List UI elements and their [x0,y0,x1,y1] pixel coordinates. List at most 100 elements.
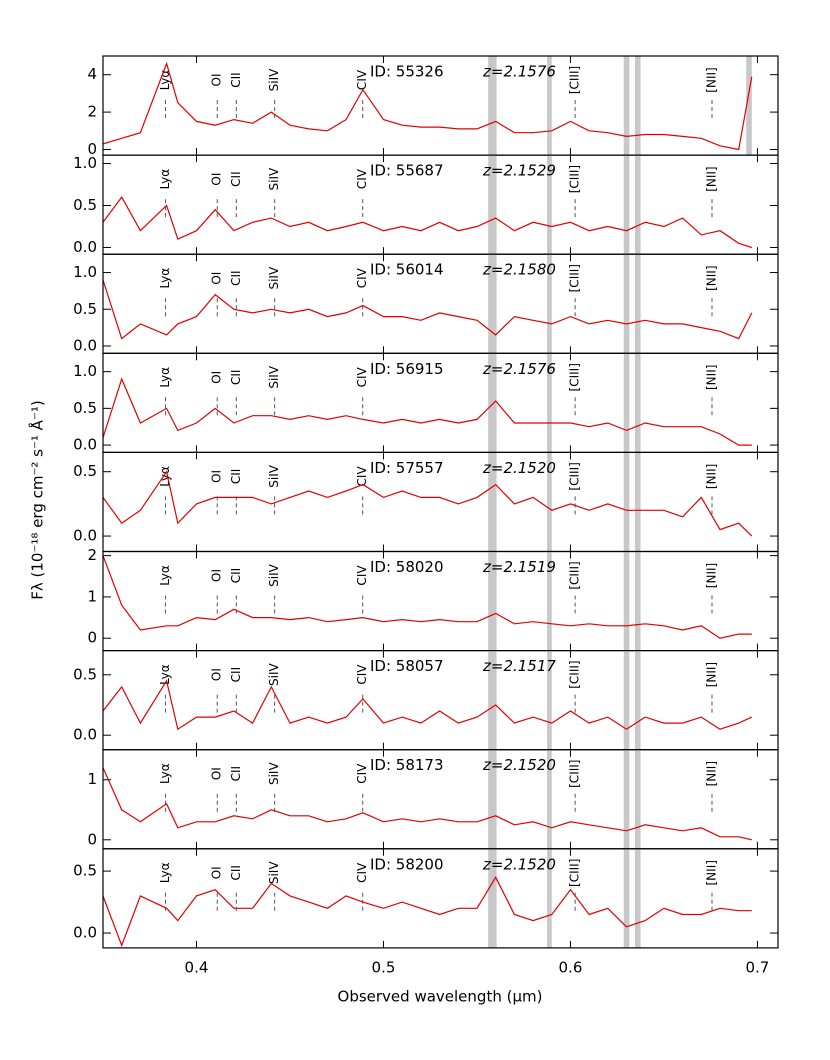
line-label: [NII] [704,662,718,687]
line-label: [CIII] [568,165,582,193]
line-label: CIV [355,565,369,586]
line-label: [NII] [704,365,718,390]
line-label: OI [210,569,224,582]
line-label: Lyα [158,466,172,487]
line-label: CII [229,865,243,880]
spectrum-id: ID: 56014 [370,261,444,279]
line-label: CIV [355,267,369,288]
line-label: CII [229,171,243,186]
spectrum-redshift: z=2.1576 [482,360,556,378]
masked-region [547,452,552,552]
line-label: CIV [355,862,369,883]
line-label: OI [210,470,224,483]
line-label: CII [229,766,243,781]
x-tick-label: 0.7 [746,958,770,976]
masked-region [488,551,497,651]
masked-region [488,749,497,849]
x-axis-label: Observed wavelength (μm) [338,988,543,1006]
spectrum-line [103,555,752,639]
y-tick-label: 2 [87,103,97,121]
line-label: Lyα [158,268,172,289]
y-tick-label: 1.0 [73,154,97,172]
y-tick-label: 0.5 [73,300,97,318]
masked-region [547,155,552,255]
spectrum-redshift: z=2.1517 [482,657,556,675]
spectrum-redshift: z=2.1580 [482,261,556,279]
spectrum-redshift: z=2.1529 [482,162,556,180]
masked-region [547,551,552,651]
line-label: [NII] [704,860,718,885]
masked-region [634,353,641,453]
spectrum-id: ID: 55326 [370,63,444,81]
masked-region [488,848,497,948]
line-label: Lyα [158,169,172,190]
y-tick-label: 0.5 [73,196,97,214]
masked-region [634,848,641,948]
panel-frame [102,848,779,949]
line-label: CIV [355,763,369,784]
line-label: CII [229,568,243,583]
line-label: [CIII] [568,66,582,94]
masked-region [634,551,641,651]
line-label: OI [210,74,224,87]
masked-region [634,452,641,552]
y-tick-label: 0 [87,629,97,647]
line-label: CIV [355,168,369,189]
masked-region [634,749,641,849]
y-tick-label: 0.0 [73,336,97,354]
masked-region [634,56,641,156]
line-label: [CIII] [568,561,582,589]
line-label: CII [229,667,243,682]
masked-region [488,254,497,354]
masked-region [623,254,630,354]
masked-region [488,155,497,255]
y-axis-label: Fλ (10⁻¹⁸ erg cm⁻² s⁻¹ Å⁻¹) [28,400,47,599]
spectrum-id: ID: 58173 [370,756,444,774]
line-label: [CIII] [568,760,582,788]
line-label: [NII] [704,67,718,92]
line-label: [NII] [704,265,718,290]
line-label: SiIV [267,464,281,487]
x-tick-label: 0.4 [185,958,209,976]
masked-region [488,56,497,156]
masked-region [488,650,497,750]
line-label: [CIII] [568,363,582,391]
line-label: SiIV [267,563,281,586]
y-tick-label: 4 [87,65,97,83]
line-label: [NII] [704,563,718,588]
line-label: [CIII] [568,264,582,292]
masked-region [488,452,497,552]
line-label: CIV [355,466,369,487]
y-tick-label: 0.5 [73,399,97,417]
masked-region [623,650,630,750]
line-label: OI [210,272,224,285]
masked-region [547,56,552,156]
spectrum-id: ID: 56915 [370,360,444,378]
spectrum-redshift: z=2.1519 [482,558,556,576]
line-label: SiIV [267,167,281,190]
y-tick-label: 0.0 [73,436,97,454]
line-label: [CIII] [568,859,582,887]
y-tick-label: 2 [87,546,97,564]
masked-region [547,353,552,453]
y-tick-label: 0 [87,140,97,158]
spectrum-redshift: z=2.1520 [482,756,556,774]
line-label: [NII] [704,166,718,191]
y-tick-label: 0.0 [73,527,97,545]
masked-region [623,155,630,255]
line-label: Lyα [158,367,172,388]
masked-region [634,155,641,255]
line-label: CII [229,469,243,484]
masked-region [634,254,641,354]
line-label: SiIV [267,662,281,685]
masked-region [623,56,630,156]
y-tick-label: 0.0 [73,726,97,744]
y-tick-label: 1 [87,587,97,605]
line-label: [NII] [704,761,718,786]
y-tick-label: 0.5 [73,462,97,480]
line-label: [CIII] [568,660,582,688]
masked-region [547,254,552,354]
y-tick-label: 0 [87,830,97,848]
line-label: [NII] [704,464,718,489]
